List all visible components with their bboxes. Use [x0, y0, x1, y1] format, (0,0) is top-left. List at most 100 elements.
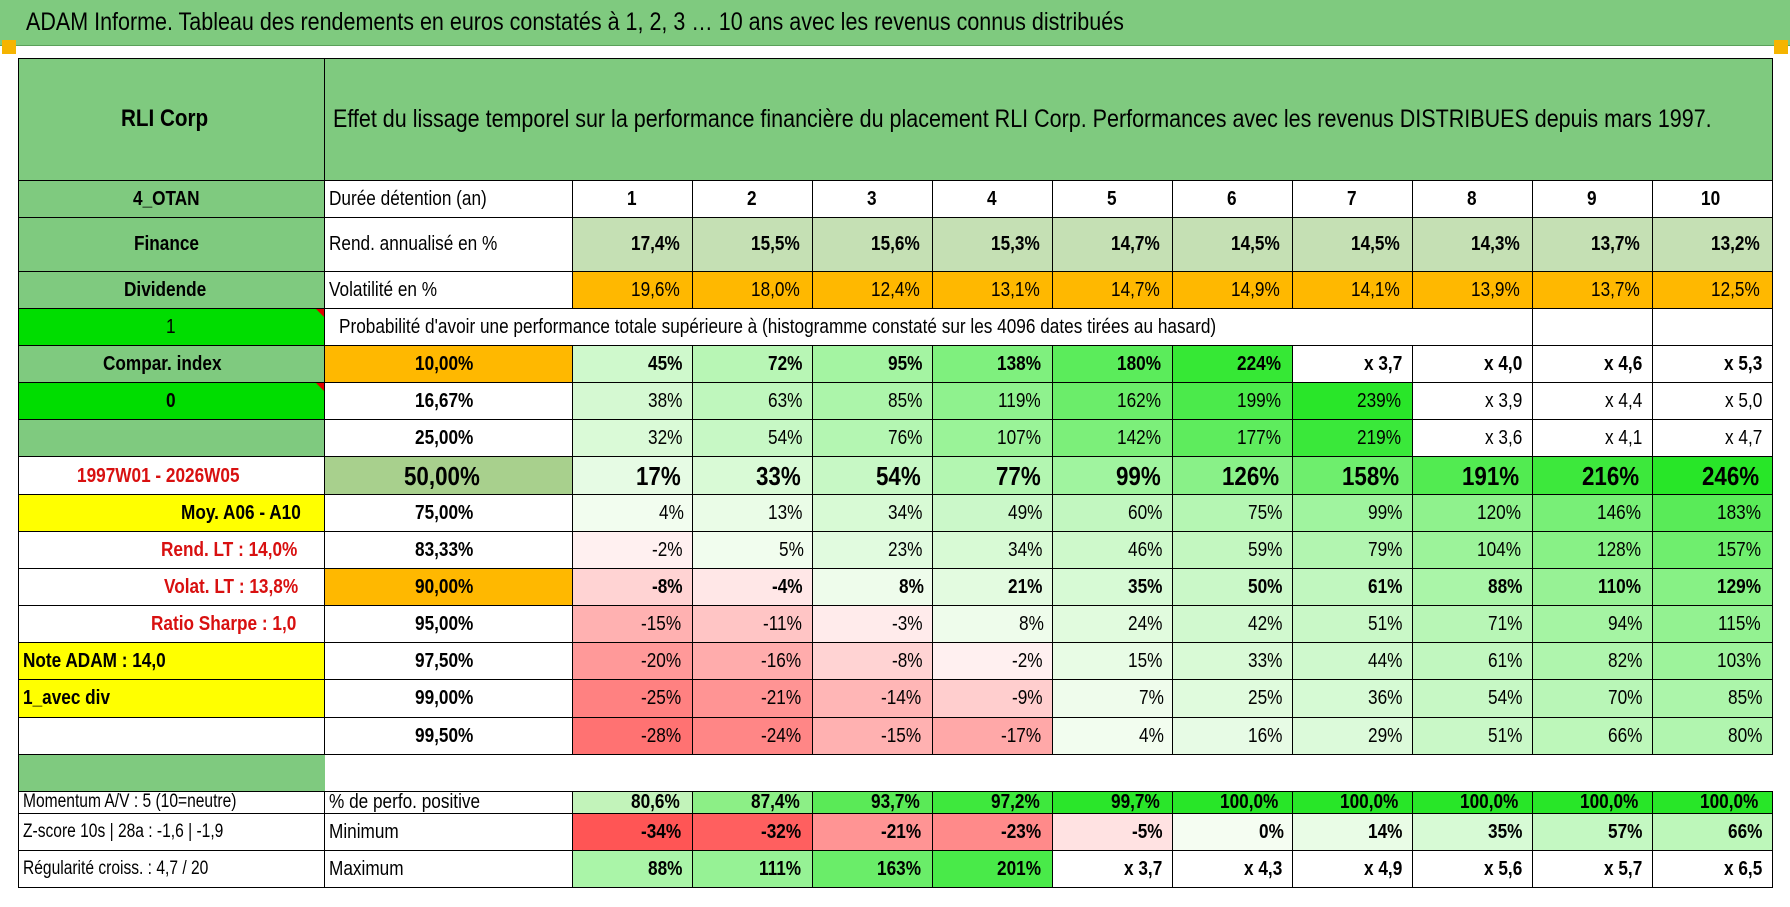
- perf-value: 239%: [1292, 382, 1413, 421]
- perf-value: 8%: [812, 567, 933, 607]
- perf-value: 99%: [1292, 493, 1413, 532]
- bottom-value: x 4,3: [1172, 849, 1293, 889]
- perf-value-text: 85%: [1728, 687, 1763, 710]
- rend-value-text: 13,7%: [1591, 233, 1641, 256]
- perf-value: 75%: [1172, 493, 1293, 532]
- rend-value-text: 17,4%: [631, 233, 681, 256]
- year-header: 5: [1052, 179, 1173, 218]
- perf-value: x 4,6: [1532, 344, 1653, 384]
- perf-value: 15%: [1052, 642, 1173, 681]
- perf-value: -15%: [572, 605, 693, 644]
- perf-value: 80%: [1651, 716, 1774, 755]
- rend-value: 14,3%: [1412, 216, 1533, 272]
- perf-value: 191%: [1412, 456, 1533, 495]
- perf-value-text: 44%: [1367, 650, 1403, 673]
- bottom-value-text: x 5,6: [1483, 857, 1522, 880]
- perf-value-text: 85%: [887, 390, 923, 413]
- perf-value: -20%: [572, 642, 693, 681]
- bottom-row-label-text: Maximum: [329, 857, 404, 880]
- perf-value-text: 25%: [1247, 687, 1283, 710]
- vol-value: 12,4%: [812, 270, 933, 309]
- probability-threshold-text: 97,50%: [414, 650, 473, 673]
- perf-value-text: 158%: [1341, 460, 1399, 491]
- left-label-sharpe: Ratio Sharpe : 1,0: [18, 605, 325, 644]
- rend-value-text: 14,5%: [1351, 233, 1401, 256]
- performance-table: RLI Corp Effet du lissage temporel sur la…: [18, 58, 1774, 889]
- perf-value-text: 4%: [1139, 724, 1164, 747]
- perf-value-text: 51%: [1367, 613, 1403, 636]
- perf-value-text: -16%: [761, 650, 802, 673]
- bottom-left-label: Régularité croiss. : 4,7 / 20: [18, 849, 325, 889]
- perf-value-text: 51%: [1487, 724, 1523, 747]
- year-header: 10: [1651, 179, 1774, 218]
- probability-threshold: 95,00%: [324, 605, 573, 644]
- perf-value: x 4,7: [1651, 419, 1774, 458]
- perf-value-text: 94%: [1607, 613, 1643, 636]
- perf-value: 126%: [1172, 456, 1293, 495]
- perf-value-text: -3%: [892, 613, 924, 636]
- perf-value-text: 79%: [1367, 538, 1403, 561]
- perf-value: 36%: [1292, 679, 1413, 718]
- rend-value: 13,2%: [1651, 216, 1774, 272]
- vol-label-text: Volatilité en %: [329, 278, 438, 301]
- probability-threshold: 25,00%: [324, 419, 573, 458]
- year-header-text: 5: [1106, 187, 1117, 210]
- vol-value: 13,7%: [1532, 270, 1653, 309]
- bottom-value: -21%: [812, 812, 933, 851]
- perf-value-text: 126%: [1221, 460, 1279, 491]
- bottom-value: -23%: [932, 812, 1053, 851]
- perf-value: 33%: [692, 456, 813, 495]
- vol-value-text: 13,7%: [1591, 278, 1641, 301]
- perf-value-text: 88%: [1487, 575, 1523, 598]
- perf-value: 82%: [1532, 642, 1653, 681]
- perf-value-text: 16%: [1247, 724, 1283, 747]
- years-label-text: Durée détention (an): [329, 187, 487, 210]
- perf-value-text: 129%: [1716, 575, 1761, 598]
- perf-value: 59%: [1172, 530, 1293, 569]
- perf-value-text: 138%: [996, 353, 1041, 376]
- perf-value-text: 110%: [1597, 575, 1641, 598]
- perf-value-text: 239%: [1356, 390, 1401, 413]
- perf-value-text: 95%: [887, 353, 923, 376]
- fund-name-cell-text: RLI Corp: [120, 105, 208, 133]
- bottom-value-text: 111%: [759, 857, 802, 880]
- year-header: 2: [692, 179, 813, 218]
- bottom-row-label-text: % de perfo. positive: [329, 791, 481, 813]
- perf-value: 71%: [1412, 605, 1533, 644]
- perf-value-text: -8%: [652, 575, 684, 598]
- probability-threshold: 97,50%: [324, 642, 573, 681]
- year-header: 9: [1532, 179, 1653, 218]
- rend-value: 15,5%: [692, 216, 813, 272]
- perf-value: 61%: [1292, 567, 1413, 607]
- report-title: ADAM Informe. Tableau des rendements en …: [26, 8, 1124, 36]
- type-cell: Dividende: [18, 270, 325, 309]
- perf-value-text: 80%: [1728, 724, 1763, 747]
- perf-value-text: 38%: [647, 390, 683, 413]
- perf-value-text: 216%: [1581, 460, 1639, 491]
- perf-value-text: 13%: [767, 501, 803, 524]
- spacer-green: [18, 754, 325, 792]
- left-label-rend_lt-text: Rend. LT : 14,0%: [161, 538, 298, 561]
- bottom-row-label: % de perfo. positive: [324, 790, 573, 814]
- perf-value: x 3,9: [1412, 382, 1533, 421]
- perf-value: x 4,1: [1532, 419, 1653, 458]
- perf-value-text: x 3,9: [1484, 390, 1522, 413]
- perf-value-text: 21%: [1007, 575, 1043, 598]
- perf-value-text: 180%: [1116, 353, 1161, 376]
- perf-value-text: 4%: [659, 501, 684, 524]
- perf-value: 142%: [1052, 419, 1173, 458]
- fund-name-cell: RLI Corp: [18, 58, 325, 181]
- table-row: Régularité croiss. : 4,7 / 20 Maximum 88% 1…: [18, 849, 1774, 889]
- bottom-value: 93,7%: [812, 790, 933, 814]
- perf-value-text: 142%: [1116, 427, 1161, 450]
- year-header-text: 8: [1466, 187, 1477, 210]
- perf-value: 66%: [1532, 716, 1653, 755]
- perf-value-text: x 4,1: [1604, 427, 1642, 450]
- perf-value-text: 183%: [1716, 501, 1761, 524]
- probability-threshold-text: 90,00%: [414, 575, 473, 598]
- code-cell: 4_OTAN: [18, 179, 325, 218]
- left-label-volat_lt: Volat. LT : 13,8%: [18, 567, 325, 607]
- left-label-volat_lt-text: Volat. LT : 13,8%: [164, 575, 299, 598]
- probability-threshold: 99,00%: [324, 679, 573, 718]
- perf-value: 24%: [1052, 605, 1173, 644]
